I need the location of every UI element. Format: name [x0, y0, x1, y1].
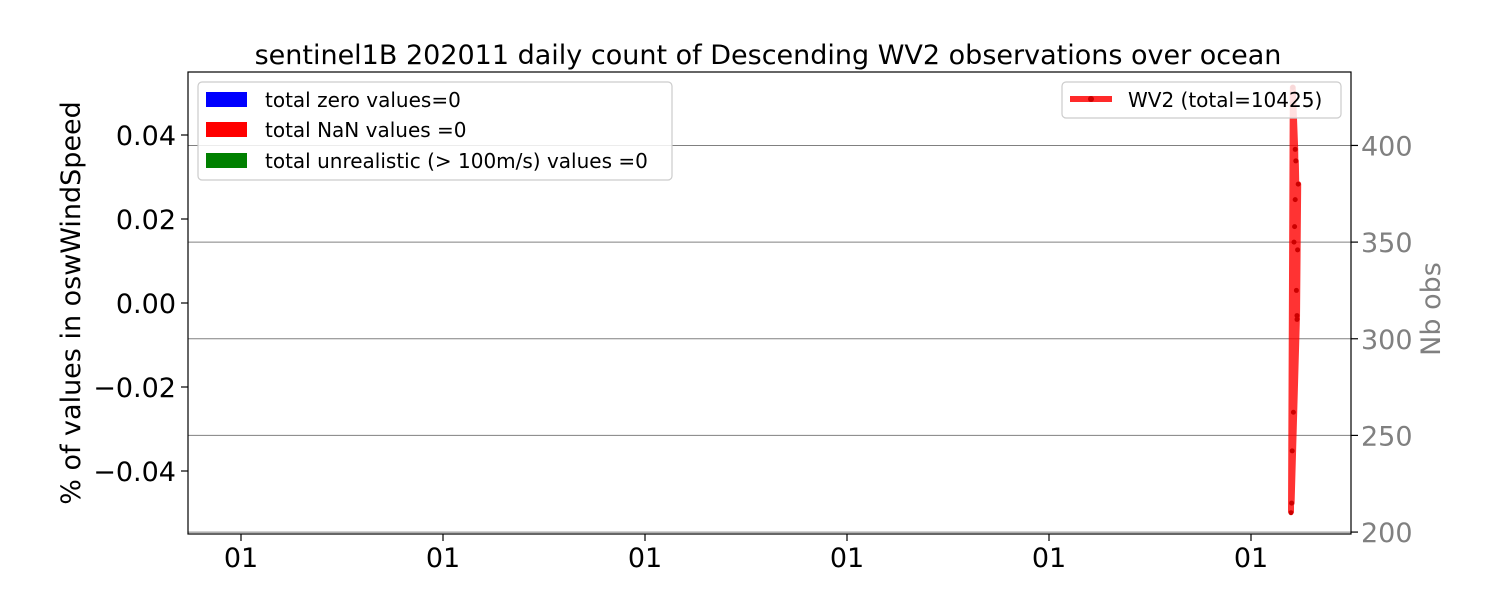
- left-tick-label: 0.02: [116, 205, 176, 236]
- series-point-wv2: [1294, 316, 1300, 322]
- right-tick-label: 250: [1361, 421, 1413, 452]
- left-tick-label: 0.00: [116, 289, 176, 320]
- series-point-wv2: [1290, 409, 1296, 415]
- left-axis-label: % of values in oswWindSpeed: [56, 101, 87, 505]
- x-tick-label: 01: [224, 543, 258, 574]
- series-point-wv2: [1292, 224, 1298, 230]
- series-point-wv2: [1293, 158, 1299, 164]
- right-tick-label: 350: [1361, 228, 1413, 259]
- legend-label-zero: total zero values=0: [265, 88, 461, 112]
- left-axis: −0.04 −0.02 0.00 0.02 0.04: [93, 121, 188, 488]
- legend-label-nan: total NaN values =0: [265, 118, 467, 142]
- series-point-wv2: [1295, 247, 1301, 253]
- right-tick-label: 200: [1361, 518, 1413, 549]
- series-point-wv2: [1294, 313, 1300, 319]
- legend-right: WV2 (total=10425): [1061, 81, 1342, 119]
- legend-left-box: [197, 81, 673, 181]
- grid-lines: [188, 144, 1351, 533]
- left-tick-label: 0.04: [116, 121, 176, 152]
- series-point-wv2: [1295, 181, 1301, 187]
- right-tick-label: 300: [1361, 325, 1413, 356]
- x-tick-label: 01: [426, 543, 460, 574]
- chart-title: sentinel1B 202011 daily count of Descend…: [255, 40, 1282, 71]
- series-point-wv2: [1289, 500, 1295, 506]
- x-tick-label: 01: [1032, 543, 1066, 574]
- legend-swatch-nan: [206, 122, 247, 137]
- right-axis: 200 250 300 350 400: [1351, 131, 1413, 549]
- series-point-wv2: [1292, 197, 1298, 203]
- legend-label-wv2: WV2 (total=10425): [1128, 88, 1322, 112]
- right-axis-label: Nb obs: [1416, 262, 1447, 356]
- legend-right-box: [1061, 81, 1342, 119]
- x-tick-label: 01: [628, 543, 662, 574]
- legend-swatch-zero: [206, 92, 247, 107]
- legend-marker-wv2: [1088, 96, 1094, 102]
- left-tick-label: −0.02: [93, 373, 176, 404]
- x-axis: 01 01 01 01 01 01: [224, 534, 1268, 574]
- series-point-wv2: [1288, 510, 1294, 516]
- left-tick-label: −0.04: [93, 457, 176, 488]
- series-point-wv2: [1292, 146, 1298, 152]
- series-point-wv2: [1293, 287, 1299, 293]
- legend-label-unrealistic: total unrealistic (> 100m/s) values =0: [265, 149, 648, 173]
- x-tick-label: 01: [1234, 543, 1268, 574]
- legend-swatch-unrealistic: [206, 153, 247, 168]
- series-point-wv2: [1289, 448, 1295, 454]
- x-tick-label: 01: [830, 543, 864, 574]
- legend-left: total zero values=0 total NaN values =0 …: [197, 81, 673, 181]
- series-wv2: [1288, 84, 1302, 516]
- right-tick-label: 400: [1361, 131, 1413, 162]
- series-point-wv2: [1291, 239, 1297, 245]
